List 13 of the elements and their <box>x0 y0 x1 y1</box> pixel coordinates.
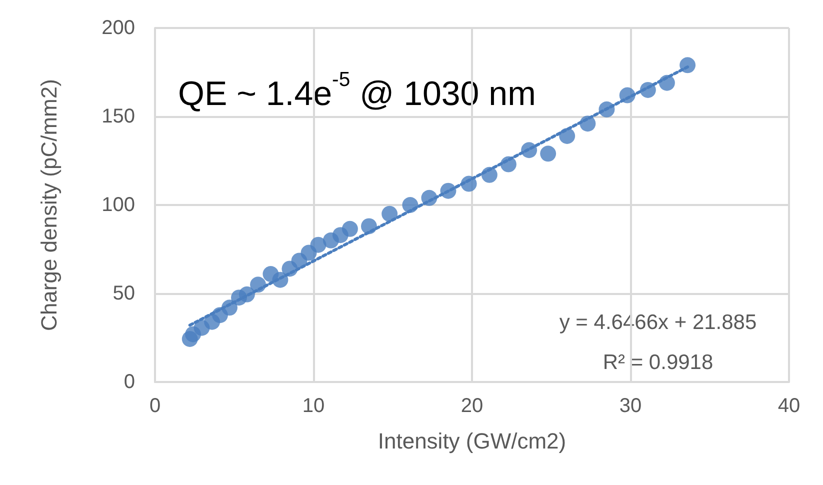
annotation: R² = 0.9918 <box>602 351 714 374</box>
y-axis-title: Charge density (pC/mm2) <box>36 79 62 331</box>
y-tick-label: 200 <box>102 17 135 39</box>
x-tick-label: 0 <box>149 395 161 417</box>
x-tick-label: 40 <box>778 395 800 417</box>
y-tick-label: 100 <box>102 194 135 216</box>
y-tick-label: 50 <box>112 282 135 304</box>
x-axis-title: Intensity (GW/cm2) <box>378 428 566 454</box>
y-tick-label: 0 <box>124 371 135 393</box>
y-tick-label: 150 <box>102 106 135 128</box>
x-tick-label: 30 <box>619 395 642 417</box>
x-tick-label: 10 <box>302 395 325 417</box>
x-tick-label: 20 <box>460 395 484 417</box>
